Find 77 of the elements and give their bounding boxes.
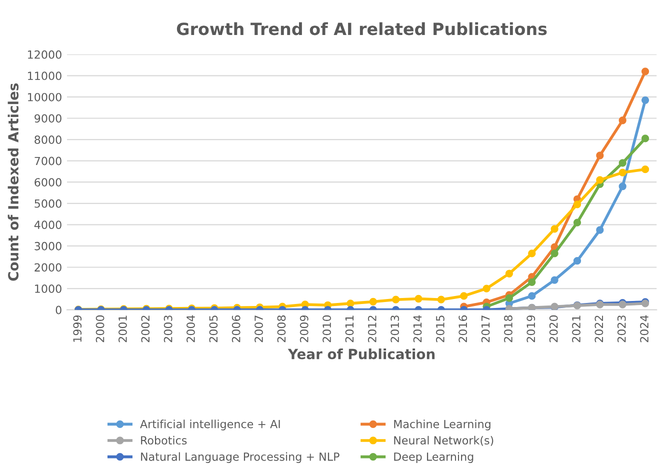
x-tick-label: 2002	[141, 316, 150, 342]
x-tick-label: 2017	[481, 316, 490, 342]
y-tick-label: 0	[56, 306, 62, 314]
x-tick-label: 2021	[572, 316, 580, 342]
y-tick-label: 5000	[34, 199, 62, 208]
y-tick-label: 9000	[34, 114, 62, 123]
x-tick-label: 2001	[118, 316, 127, 342]
x-tick-label: 2007	[254, 316, 263, 342]
x-tick-label: 2009	[300, 315, 308, 342]
y-tick-label: 8000	[34, 136, 62, 144]
x-tick-label: 2005	[209, 316, 218, 342]
x-tick-label: 2024	[640, 315, 648, 342]
y-tick-label: 10000	[28, 92, 62, 102]
point	[618, 116, 626, 124]
x-axis-title: Year of Publication	[288, 348, 435, 360]
point	[505, 294, 514, 302]
legend-label: Machine Learning	[394, 420, 490, 430]
x-tick-label: 2010	[322, 315, 332, 342]
x-tick-label: 2023	[617, 316, 626, 342]
point	[505, 270, 514, 278]
legend-label: Neural Network(s)	[394, 436, 494, 446]
y-tick-label: 12000	[28, 50, 62, 59]
legend-label: Artificial intelligence + AI	[140, 420, 280, 430]
y-tick-label: 4000	[34, 220, 62, 230]
point	[573, 200, 582, 208]
point	[618, 182, 626, 190]
x-tick-label: 2014	[413, 315, 422, 342]
y-tick-label: 7000	[34, 156, 62, 166]
point	[641, 166, 650, 174]
point	[596, 226, 604, 234]
legend-label: Natural Language Processing + NLP	[141, 452, 340, 463]
point	[460, 292, 468, 300]
point	[437, 296, 445, 304]
y-tick-label: 2000	[34, 263, 62, 272]
point	[346, 300, 354, 308]
x-tick-label: 2018	[504, 315, 512, 342]
x-tick-label: 2016	[458, 315, 468, 342]
y-tick-label: 1000	[35, 284, 62, 293]
x-tick-label: 2022	[594, 316, 604, 342]
point	[550, 225, 558, 233]
x-tick-label: 2003	[164, 316, 172, 342]
x-tick-label: 2004	[186, 315, 195, 342]
legend-label: Robotics	[141, 436, 187, 445]
legend-label: Deep Learning	[394, 452, 474, 463]
point	[528, 278, 536, 286]
point	[596, 152, 604, 160]
y-tick-label: 11000	[28, 72, 62, 80]
point	[414, 294, 422, 303]
point	[550, 276, 558, 284]
point	[618, 168, 626, 176]
point	[369, 298, 377, 306]
point	[392, 296, 400, 304]
point	[641, 68, 650, 76]
point	[596, 176, 604, 184]
point	[573, 257, 582, 265]
point	[482, 284, 490, 292]
x-tick-label: 2015	[436, 316, 444, 342]
point	[528, 250, 536, 258]
x-tick-label: 2020	[549, 315, 558, 342]
point	[528, 292, 536, 300]
point	[573, 218, 582, 226]
y-tick-label: 3000	[34, 242, 62, 250]
x-tick-label: 2011	[345, 316, 354, 342]
x-tick-label: 1999	[73, 315, 82, 342]
x-tick-label: 2000	[96, 315, 104, 342]
x-tick-label: 2006	[232, 315, 240, 342]
y-axis-title: Count of Indexed Articles	[8, 83, 19, 281]
chart-title: Growth Trend of AI related Publications	[176, 22, 547, 36]
point	[550, 250, 558, 258]
x-tick-label: 2012	[368, 316, 376, 342]
x-tick-label: 2008	[277, 315, 286, 342]
point	[641, 134, 650, 142]
point	[641, 96, 650, 104]
x-tick-label: 2019	[526, 315, 536, 342]
x-tick-label: 2013	[390, 316, 400, 342]
y-tick-label: 6000	[34, 178, 62, 186]
point	[618, 159, 626, 167]
